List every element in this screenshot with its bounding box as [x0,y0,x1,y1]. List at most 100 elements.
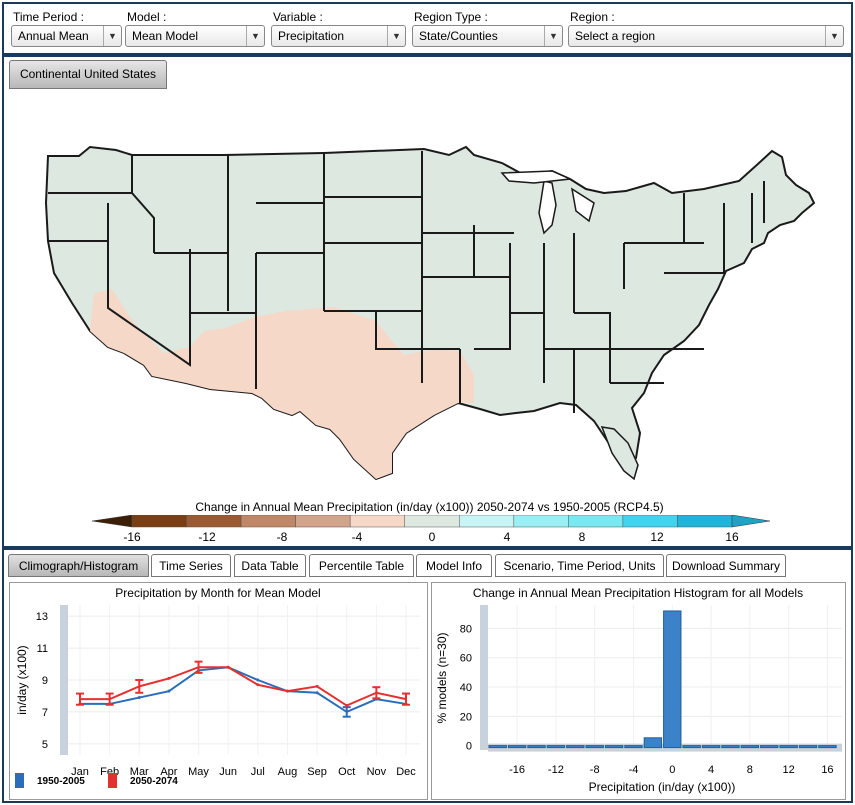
legend-tick-label: -12 [198,530,216,544]
legend-swatch [568,515,624,528]
x-tick-label: -8 [590,764,600,776]
legend-swatch [677,515,733,528]
legend-tick-label: 0 [429,530,436,544]
color-legend: -16 -12 -8 -4 0 4 8 12 16 [91,515,771,544]
histogram-bar [721,745,740,749]
x-tick-label: Sep [307,766,327,778]
histogram-bar [682,745,701,749]
model-select[interactable]: Mean Model ▼ [125,25,265,47]
legend-label: 1950-2005 [37,776,85,787]
controls-bar: Time Period : Annual Mean ▼ Model : Mean… [2,2,853,55]
chevron-down-icon: ▼ [825,26,843,46]
histogram-bar [488,745,507,749]
legend-swatch [15,773,24,788]
lake-michigan [538,180,557,235]
tab-percentile-table[interactable]: Percentile Table [309,554,414,577]
us-land [44,145,816,481]
data-point [167,676,171,680]
model-control: Model : [124,8,166,26]
y-tick-label: 7 [42,707,48,719]
legend-swatch [131,515,187,528]
continental-us-tab[interactable]: Continental United States [9,60,167,89]
legend-tick-label: 4 [504,530,511,544]
tab-time-series[interactable]: Time Series [151,554,231,577]
x-tick-label: Aug [278,766,298,778]
data-point [167,689,171,693]
x-tick-label: -12 [548,764,564,776]
histogram-chart: Change in Annual Mean Precipitation Hist… [435,586,842,794]
tab-climograph-histogram[interactable]: Climograph/Histogram [8,554,149,577]
region-type-select[interactable]: State/Counties ▼ [412,25,563,47]
legend-swatch [349,515,405,528]
histogram-bar [507,745,527,749]
data-point [315,691,319,695]
histogram-bar [740,745,760,749]
time-period-value: Annual Mean [18,29,89,43]
legend-swatch [622,515,678,528]
error-bar [105,692,114,706]
region-select[interactable]: Select a region ▼ [568,25,844,47]
error-bar [372,686,381,700]
x-tick-label: Jan [71,766,89,778]
y-axis-label: in/day (x100) [15,645,29,714]
y-axis-bar [60,605,68,755]
histogram-bar [527,745,546,749]
legend-swatch [186,515,242,528]
x-tick-label: 0 [669,764,675,776]
legend-swatch [295,515,351,528]
histogram-bar [604,745,624,749]
histogram-bar [566,745,585,749]
chevron-down-icon: ▼ [246,26,264,46]
time-period-label: Time Period : [13,10,84,24]
variable-select[interactable]: Precipitation ▼ [271,25,406,47]
data-point [285,689,289,693]
y-tick-label: 13 [36,611,48,623]
x-tick-label: Jul [251,766,265,778]
histogram-bar [624,745,643,749]
time-period-select[interactable]: Annual Mean ▼ [11,25,122,47]
x-tick-label: -16 [509,764,525,776]
legend-label: 2050-2074 [130,776,178,787]
tab-data-table[interactable]: Data Table [234,554,306,577]
us-map[interactable] [4,93,851,533]
variable-control: Variable : [270,8,323,26]
x-tick-label: May [188,766,209,778]
chevron-down-icon: ▼ [544,26,562,46]
histogram-bar [546,745,566,749]
region-control: Region : [567,8,615,26]
x-tick-label: Dec [396,766,416,778]
data-point [137,696,141,700]
map-panel: Continental United States Change in Annu… [2,55,853,548]
error-bar [135,679,144,694]
variable-value: Precipitation [278,29,345,43]
legend-tick-label: -8 [277,530,288,544]
legend-swatch [91,515,133,528]
x-tick-label: 16 [821,764,833,776]
histogram-bar [643,737,663,749]
y-tick-label: 40 [460,682,472,694]
histogram-bar [701,745,721,749]
histogram-bar [585,745,604,749]
variable-label: Variable : [273,10,323,24]
histogram-title: Change in Annual Mean Precipitation Hist… [473,586,803,600]
x-tick-label: 12 [783,764,795,776]
region-type-control: Region Type : [411,8,488,26]
x-tick-label: 8 [747,764,753,776]
tab-model-info[interactable]: Model Info [416,554,492,577]
histogram-box: Change in Annual Mean Precipitation Hist… [431,582,846,800]
histogram-bar [779,745,798,749]
series-line [80,666,407,714]
data-point [315,684,319,688]
data-point [256,683,260,687]
tab-scenario-time-period-units[interactable]: Scenario, Time Period, Units [495,554,664,577]
model-label: Model : [127,10,167,24]
state-borders [48,151,765,413]
y-axis-bar [480,605,488,750]
error-bar [342,706,351,718]
y-tick-label: 80 [460,623,472,635]
region-label: Region : [570,10,615,24]
tab-download-summary[interactable]: Download Summary [666,554,786,577]
legend-tick-label: 16 [725,530,739,544]
southwest-drying-region [90,289,474,479]
x-axis-label: Precipitation (in/day (x100)) [589,780,736,794]
